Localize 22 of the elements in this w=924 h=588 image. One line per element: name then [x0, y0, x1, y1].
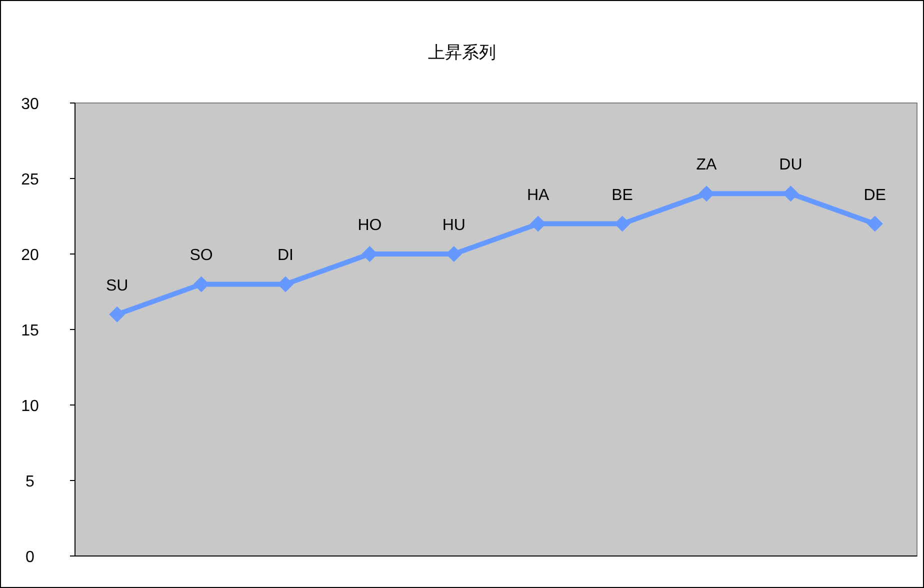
- point: [866, 216, 883, 232]
- point: [278, 276, 294, 292]
- y-tick-label: 0: [26, 549, 35, 566]
- x-tick-label: DU: [779, 156, 802, 174]
- x-tick-label: SO: [190, 247, 213, 264]
- chart-title: 上昇系列: [428, 43, 496, 62]
- y-tick-label: 30: [21, 96, 39, 113]
- x-tick-label: BE: [612, 186, 633, 204]
- point: [698, 186, 714, 202]
- x-tick-label: ZA: [696, 156, 718, 174]
- y-tick-label: 20: [21, 247, 39, 264]
- x-tick-label: HA: [526, 186, 550, 204]
- point: [109, 306, 126, 322]
- x-tick-label: HU: [442, 217, 466, 234]
- x-tick-label: DI: [278, 247, 294, 264]
- x-tick-label: SU: [106, 277, 128, 294]
- y-tick-label: 5: [26, 474, 35, 490]
- x-tick-label: HO: [358, 217, 382, 234]
- y-tick-label: 10: [21, 398, 39, 415]
- y-tick-label: 15: [21, 322, 39, 340]
- x-tick-label: DE: [864, 186, 886, 204]
- y-tick-label: 25: [21, 172, 39, 188]
